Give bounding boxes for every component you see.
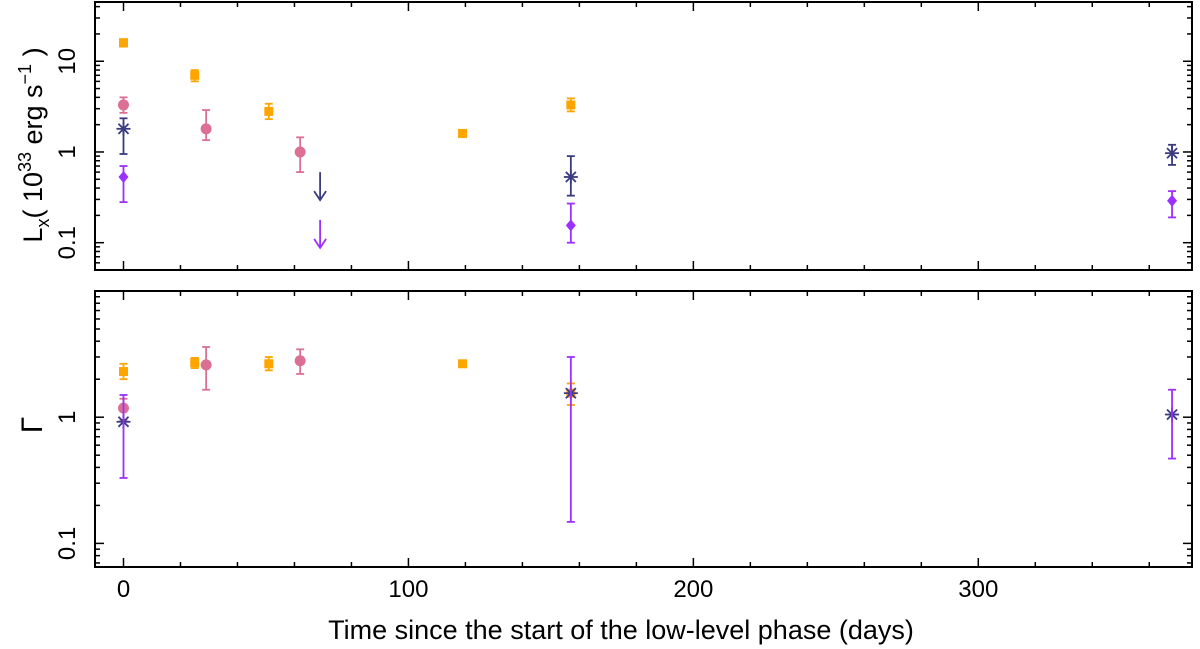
y-tick-label: 1	[54, 411, 81, 424]
data-point-square	[190, 70, 200, 80]
top-ylabel-mid: erg s	[18, 84, 48, 152]
data-point-circle	[294, 146, 306, 158]
arrow-head	[313, 238, 327, 250]
series-pink-circles	[117, 346, 306, 421]
data-point-circle	[200, 359, 212, 371]
top-panel: 0.1 1 10	[54, 1, 1193, 271]
data-point-circle	[294, 355, 306, 367]
data-point-square	[458, 128, 468, 138]
series-orange-squares	[118, 356, 576, 406]
series-violet-diamonds	[118, 165, 1178, 250]
top-ylabel-exp2: −1	[15, 64, 35, 85]
y-tick-label: 1	[54, 145, 81, 158]
y-tick-label: 10	[54, 48, 81, 75]
x-tick-label: 300	[958, 576, 998, 603]
data-point-star	[563, 169, 578, 184]
x-axis-label: Time since the start of the low-level ph…	[328, 615, 914, 645]
data-point-square	[264, 106, 274, 116]
bottom-ylabel: Γ	[16, 417, 49, 434]
upper-limit-arrow	[313, 172, 327, 202]
data-point-square	[458, 359, 468, 369]
top-ylabel-sub: x	[33, 219, 53, 228]
data-point-diamond	[565, 219, 576, 232]
data-point-circle	[200, 123, 212, 135]
upper-limit-arrow	[313, 219, 327, 250]
data-point-star	[1165, 146, 1180, 161]
series-navy-stars	[116, 117, 1180, 202]
x-tick-label: 0	[117, 576, 130, 603]
series-pink-circles	[117, 96, 306, 173]
data-point-diamond	[118, 170, 129, 183]
data-point-square	[118, 38, 128, 48]
top-ylabel-close: )	[18, 47, 48, 64]
data-point-circle	[117, 99, 129, 111]
top-ylabel-open: ( 10	[18, 172, 48, 219]
plot-frame	[94, 290, 1193, 568]
bottom-panel: 0.1 1 0 100 200 300	[54, 290, 1193, 603]
y-tick-label: 0.1	[54, 527, 81, 560]
y-tick-label: 0.1	[54, 226, 81, 259]
top-ylabel: Lx( 1033 erg s−1 )	[15, 47, 53, 242]
series-violet-errors	[119, 356, 1177, 523]
series-orange-squares	[118, 38, 576, 138]
x-tick-label: 200	[673, 576, 713, 603]
data-point-square	[190, 358, 200, 368]
top-ylabel-exp: 33	[15, 152, 35, 172]
data-point-square	[264, 359, 274, 369]
data-point-diamond	[1167, 194, 1178, 207]
top-ylabel-main: L	[18, 228, 48, 243]
data-point-square	[566, 100, 576, 110]
series-navy-stars	[116, 386, 1180, 429]
data-point-star	[116, 121, 131, 136]
data-point-square	[118, 367, 128, 377]
arrow-head	[313, 190, 327, 202]
x-tick-label: 100	[388, 576, 428, 603]
plot-frame	[94, 1, 1193, 271]
